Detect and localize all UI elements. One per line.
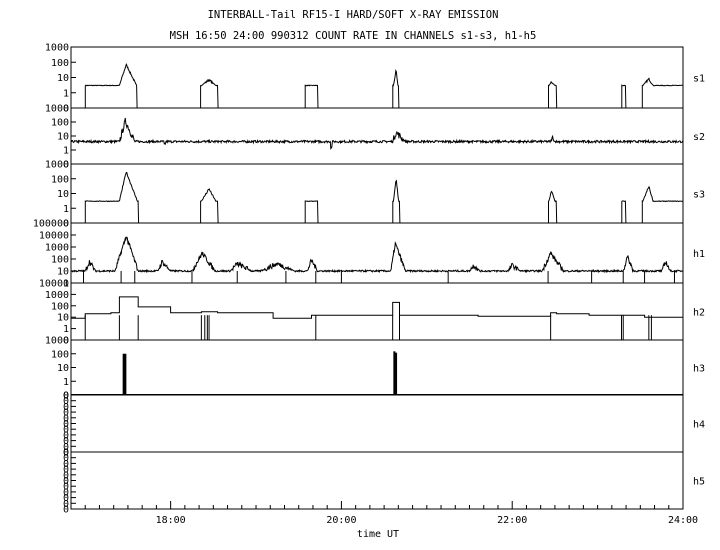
y-tick-label: 100 — [51, 118, 69, 129]
y-tick-label: 1000 — [45, 290, 69, 301]
panel-label-s3: s3 — [693, 190, 705, 201]
panel-label-h2: h2 — [693, 308, 705, 319]
y-tick-label: 0 — [63, 499, 69, 510]
y-tick-label: 10000 — [39, 279, 69, 290]
series-line-s3 — [84, 171, 683, 224]
y-tick-label: 1 — [63, 377, 69, 388]
y-tick-label: 100 — [51, 255, 69, 266]
panel-label-h4: h4 — [693, 420, 705, 431]
y-tick-label: 10 — [57, 189, 69, 200]
y-tick-label: 0 — [63, 493, 69, 504]
y-tick-label: 1000 — [45, 243, 69, 254]
y-tick-label: 1 — [63, 146, 69, 157]
x-axis-label: time UT — [357, 529, 399, 540]
panel-label-h5: h5 — [693, 477, 705, 488]
y-tick-label: 1000 — [45, 336, 69, 347]
series-line-s2 — [70, 117, 684, 164]
y-tick-label: 1 — [63, 204, 69, 215]
y-tick-label: 0 — [63, 413, 69, 424]
y-tick-label: 0 — [63, 336, 69, 347]
y-tick-label: 0 — [63, 402, 69, 413]
y-tick-label: 0 — [63, 436, 69, 447]
y-tick-label: 100 — [51, 58, 69, 69]
y-tick-label: 100 — [51, 349, 69, 360]
y-tick-label: 0 — [63, 476, 69, 487]
y-tick-label: 1000 — [45, 43, 69, 54]
y-tick-label: 10 — [57, 313, 69, 324]
y-tick-label: 0 — [63, 160, 69, 171]
x-tick-label: 20:00 — [326, 515, 356, 526]
series-line-h1 — [70, 236, 684, 283]
y-tick-label: 0 — [63, 448, 69, 459]
y-tick-label: 10 — [57, 363, 69, 374]
y-tick-label: 0 — [63, 419, 69, 430]
series-line-s1 — [84, 63, 683, 109]
y-tick-label: 10 — [57, 132, 69, 143]
plot-area: 10001001010s110001001010s210001001010s31… — [33, 43, 705, 527]
y-tick-label: 0 — [63, 219, 69, 230]
y-tick-label: 0 — [63, 465, 69, 476]
y-tick-label: 0 — [63, 459, 69, 470]
series-line-h2 — [71, 296, 683, 319]
y-tick-label: 100000 — [33, 219, 69, 230]
y-tick-label: 10 — [57, 267, 69, 278]
y-tick-label: 0 — [63, 425, 69, 436]
y-tick-label: 0 — [63, 453, 69, 464]
y-tick-label: 100 — [51, 301, 69, 312]
y-tick-label: 1 — [63, 88, 69, 99]
y-tick-label: 0 — [63, 396, 69, 407]
y-tick-label: 0 — [63, 442, 69, 453]
y-tick-label: 10000 — [39, 231, 69, 242]
y-tick-label: 10 — [57, 73, 69, 84]
y-tick-label: 0 — [63, 391, 69, 402]
y-tick-label: 0 — [63, 487, 69, 498]
y-tick-label: 1 — [63, 279, 69, 290]
x-tick-label: 18:00 — [156, 515, 186, 526]
y-tick-label: 0 — [63, 470, 69, 481]
y-tick-label: 0 — [63, 391, 69, 402]
y-tick-label: 1000 — [45, 160, 69, 171]
panel-label-h3: h3 — [693, 364, 705, 375]
panel-label-s2: s2 — [693, 132, 705, 143]
x-tick-label: 24:00 — [668, 515, 698, 526]
y-tick-label: 100 — [51, 174, 69, 185]
y-tick-label: 0 — [63, 430, 69, 441]
x-tick-label: 22:00 — [497, 515, 527, 526]
y-tick-label: 1 — [63, 324, 69, 335]
panel-label-h1: h1 — [693, 249, 705, 260]
panel-label-s1: s1 — [693, 74, 705, 85]
chart-title: INTERBALL-Tail RF15-I HARD/SOFT X-RAY EM… — [208, 9, 499, 21]
y-tick-label: 0 — [63, 505, 69, 516]
y-tick-label: 0 — [63, 482, 69, 493]
chart-subtitle: MSH 16:50 24:00 990312 COUNT RATE IN CHA… — [170, 30, 537, 42]
y-tick-label: 0 — [63, 408, 69, 419]
y-tick-label: 1000 — [45, 104, 69, 115]
y-tick-label: 0 — [63, 448, 69, 459]
y-tick-label: 0 — [63, 104, 69, 115]
